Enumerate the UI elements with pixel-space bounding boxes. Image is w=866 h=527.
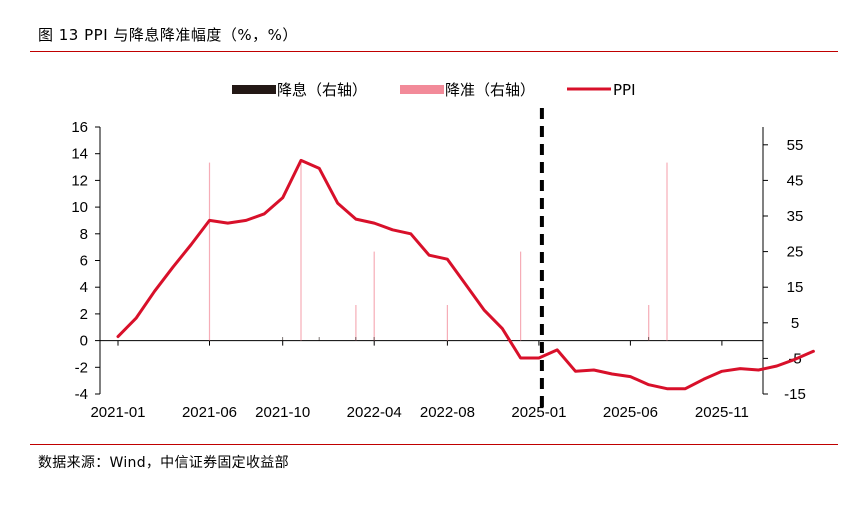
left-tick-label: -2 — [75, 359, 88, 376]
x-axis: 2021-01 2021-06 2021-10 2022-04 2022-08 2025-… — [90, 340, 763, 421]
chart-title: 图 13 PPI 与降息降准幅度（%，%） — [38, 26, 298, 44]
right-tick-label: 15 — [787, 279, 804, 296]
right-tick-label: 45 — [787, 172, 804, 189]
rrr-cut-bars — [208, 162, 668, 341]
rrr-cut-bar — [300, 162, 302, 341]
rrr-cut-bar — [648, 305, 650, 341]
legend-rate-cut-swatch — [232, 85, 276, 94]
left-tick-label: 6 — [80, 253, 88, 270]
x-tick-label: 2025-11 — [695, 404, 749, 421]
x-tick-label: 2022-08 — [420, 404, 475, 421]
rate-cut-bar — [648, 337, 650, 341]
right-tick-label: 35 — [787, 208, 804, 225]
x-tick-label: 2025-06 — [603, 404, 658, 421]
x-tick-label: 2021-10 — [255, 404, 310, 421]
left-tick-label: 2 — [80, 306, 88, 323]
source-note: 数据来源：Wind，中信证券固定收益部 — [38, 455, 289, 471]
bottom-divider-rule — [30, 444, 838, 445]
left-y-axis: 16 14 12 10 8 6 4 2 0 -2 -4 — [71, 119, 101, 403]
legend-label: 降息（右轴） — [277, 81, 367, 99]
top-divider-rule — [30, 51, 838, 52]
rrr-cut-bar — [355, 305, 357, 341]
legend-rrr-cut-swatch — [400, 85, 444, 94]
chart-legend: 降息（右轴） 降准（右轴） PPI — [232, 81, 636, 99]
right-tick-label: -15 — [784, 386, 806, 403]
rrr-cut-bar — [373, 251, 375, 341]
left-tick-label: -4 — [75, 386, 88, 403]
x-tick-label: 2021-01 — [90, 404, 145, 421]
legend-label: PPI — [613, 81, 636, 99]
left-tick-label: 4 — [80, 279, 88, 296]
rate-cut-bar — [282, 337, 284, 341]
x-tick-label: 2021-06 — [182, 404, 237, 421]
rrr-cut-bar — [208, 162, 211, 341]
right-tick-label: 5 — [791, 315, 799, 332]
left-tick-label: 10 — [71, 199, 88, 216]
rate-cut-bars — [282, 337, 650, 341]
left-tick-label: 0 — [80, 333, 88, 350]
left-tick-label: 8 — [80, 226, 88, 243]
rrr-cut-bar — [520, 251, 522, 341]
left-tick-label: 16 — [71, 119, 88, 136]
x-tick-label: 2022-04 — [347, 404, 402, 421]
right-tick-label: 25 — [787, 244, 804, 261]
right-tick-label: 55 — [787, 137, 804, 154]
rate-cut-bar — [355, 337, 357, 341]
ppi-line — [116, 158, 815, 391]
rrr-cut-bar — [666, 162, 668, 341]
rate-cut-bar — [318, 337, 320, 341]
rrr-cut-bar — [446, 305, 448, 341]
rate-cut-bar — [373, 337, 375, 341]
x-tick-label: 2025-01 — [511, 404, 566, 421]
ppi-series — [116, 158, 815, 391]
legend-label: 降准（右轴） — [445, 81, 535, 99]
left-tick-label: 14 — [71, 146, 88, 163]
left-tick-label: 12 — [71, 172, 88, 189]
